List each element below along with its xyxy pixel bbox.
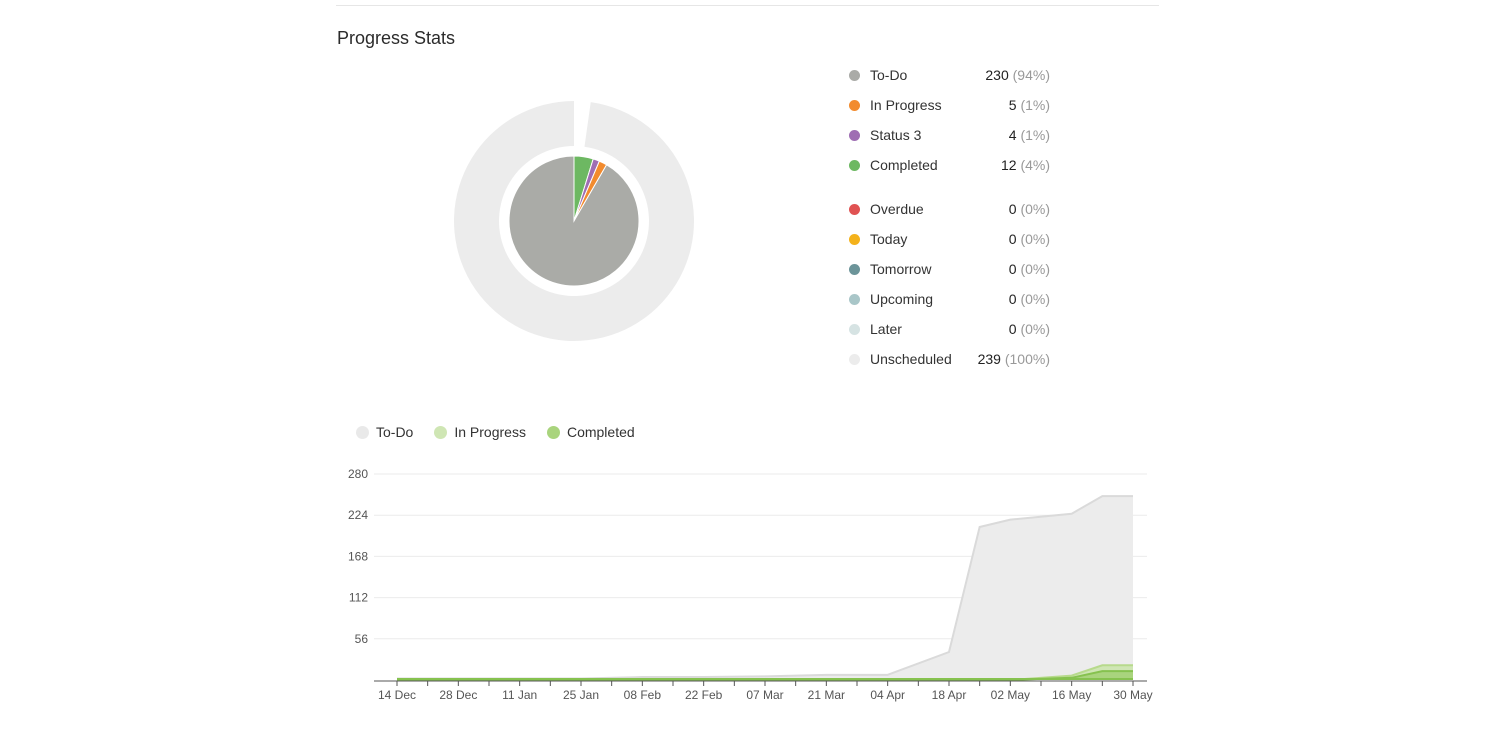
legend-value: 12 (4%) [1000,157,1050,173]
y-tick-label: 112 [349,591,368,605]
x-tick-label: 08 Feb [624,688,662,702]
completed-dot-icon [849,160,860,171]
legend-row-later: Later 0 (0%) [849,318,1059,348]
legend-value: 239 (100%) [977,351,1050,367]
series-toggle-completed[interactable]: Completed [546,424,635,440]
donut-outer-segment-unscheduled[interactable] [454,101,694,341]
legend-label: In Progress [870,97,942,113]
legend-label: Later [870,321,902,337]
legend-value: 4 (1%) [1008,127,1050,143]
x-tick-label: 14 Dec [378,688,416,702]
legend-row-completed: Completed 12 (4%) [849,154,1059,184]
legend-row-upcoming: Upcoming 0 (0%) [849,288,1059,318]
legend-label: Completed [870,157,938,173]
series-toggle-todo[interactable]: To-Do [356,424,413,440]
x-tick-label: 02 May [991,688,1030,702]
x-tick-label: 30 May [1113,688,1152,702]
progress-donut-chart [454,101,694,341]
legend-label: Today [870,231,908,247]
today-dot-icon [849,234,860,245]
progress-area-chart: 56 112 168 224 280 14 Dec 28 Dec 11 Jan 25 Jan 08… [348,467,1153,702]
todo-dot-icon [849,70,860,81]
legend-value: 0 (0%) [1008,321,1050,337]
area-chart-legend: To-Do In Progress Completed [356,421,656,443]
x-tick-label: 16 May [1052,688,1091,702]
legend-label: Tomorrow [870,261,932,277]
x-tick-label: 21 Mar [808,688,845,702]
x-tick-label: 11 Jan [502,688,537,702]
x-tick-label: 22 Feb [685,688,723,702]
completed-series-dot-icon [546,425,560,439]
y-tick-label: 168 [348,549,368,563]
top-divider [336,5,1159,6]
legend-row-in-progress: In Progress 5 (1%) [849,94,1059,124]
x-tick-label: 07 Mar [746,688,783,702]
todo-series-dot-icon [356,425,369,439]
overdue-dot-icon [849,204,860,215]
legend-label: Upcoming [870,291,934,307]
legend-value: 5 (1%) [1008,97,1050,113]
legend-row-todo: To-Do 230 (94%) [849,64,1059,94]
legend-row-unscheduled: Unscheduled 239 (100%) [849,348,1059,378]
in-progress-dot-icon [849,100,860,111]
y-tick-label: 224 [348,508,368,522]
legend-row-today: Today 0 (0%) [849,228,1059,258]
tomorrow-dot-icon [849,264,860,275]
x-tick-label: 28 Dec [439,688,477,702]
donut-inner-segment-todo[interactable] [508,155,640,287]
upcoming-dot-icon [849,294,860,305]
status-3-dot-icon [849,130,860,141]
series-label: To-Do [376,424,414,440]
legend-label: Status 3 [870,127,922,143]
legend-label: Overdue [870,201,924,217]
series-area-to-do [397,496,1133,680]
y-tick-label: 56 [355,632,369,646]
legend-value: 230 (94%) [985,67,1050,83]
x-tick-label: 18 Apr [932,688,967,702]
series-label: Completed [566,424,635,440]
legend-label: Unscheduled [870,351,952,367]
x-tick-label: 25 Jan [563,688,599,702]
legend-value: 0 (0%) [1008,231,1050,247]
series-toggle-in-progress[interactable]: In Progress [434,424,526,440]
legend-value: 0 (0%) [1008,201,1050,217]
later-dot-icon [849,324,860,335]
legend-label: To-Do [870,67,908,83]
legend-value: 0 (0%) [1008,291,1050,307]
page-title: Progress Stats [337,28,456,48]
stats-legend: To-Do 230 (94%) In Progress 5 (1%) Statu… [849,64,1059,378]
unscheduled-dot-icon [849,354,860,365]
in-progress-series-dot-icon [434,425,448,439]
legend-value: 0 (0%) [1008,261,1050,277]
y-tick-label: 280 [348,467,368,481]
legend-row-tomorrow: Tomorrow 0 (0%) [849,258,1059,288]
x-tick-label: 04 Apr [870,688,905,702]
legend-row-status-3: Status 3 4 (1%) [849,124,1059,154]
legend-row-overdue: Overdue 0 (0%) [849,198,1059,228]
series-label: In Progress [454,424,526,440]
